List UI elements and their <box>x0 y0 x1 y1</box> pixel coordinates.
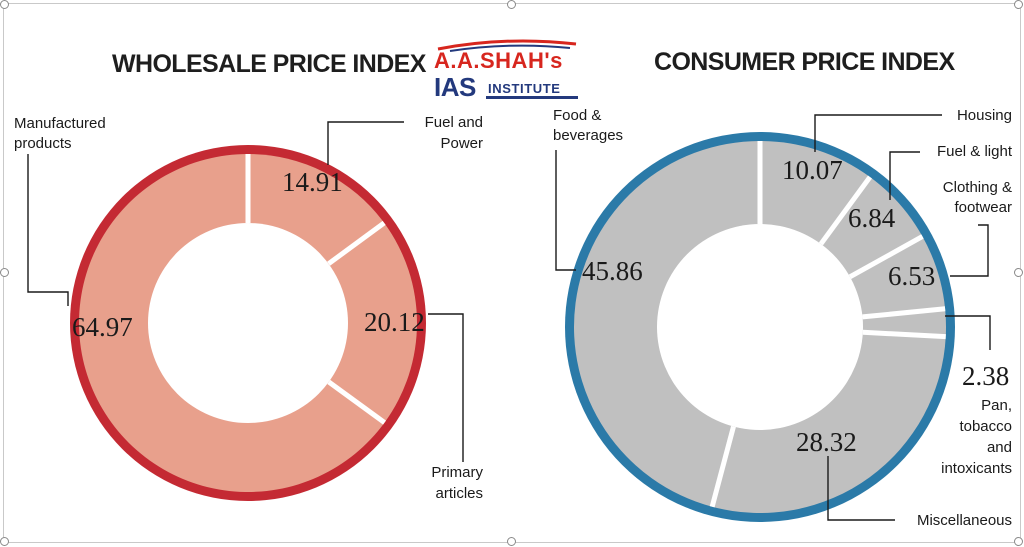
logo-swoosh-icon <box>437 39 577 52</box>
resize-handle-middle-right[interactable] <box>1014 268 1023 277</box>
wpi-leader-primary-articles <box>428 313 464 462</box>
wpi-value-primary-articles: 20.12 <box>364 307 425 337</box>
wpi-leader-manufactured-products <box>27 154 69 306</box>
resize-handle-bottom-right[interactable] <box>1014 537 1023 546</box>
cpi-leader-fuel-light <box>889 151 920 200</box>
logo-ias: IAS <box>434 72 476 102</box>
resize-handle-bottom-center[interactable] <box>507 537 516 546</box>
wpi-divider-manufactured-products <box>327 379 387 425</box>
wpi-title: WHOLESALE PRICE INDEX <box>112 50 426 78</box>
cpi-divider-clothing-footwear <box>848 234 924 280</box>
wpi-center-hole <box>148 223 348 423</box>
resize-handle-top-right[interactable] <box>1014 0 1023 9</box>
cpi-label-food-beverages: Food & beverages <box>553 107 623 144</box>
wpi-value-fuel-power: 14.91 <box>282 167 343 197</box>
institute-logo: A.A.SHAH's IAS INSTITUTE <box>430 38 582 102</box>
cpi-value-food-beverages: 45.86 <box>582 256 643 286</box>
cpi-leader-housing <box>814 114 942 152</box>
cpi-value-miscellaneous: 28.32 <box>796 427 857 457</box>
wpi-label-primary-articles: Primary articles <box>431 464 483 502</box>
cpi-leader-pan-tobacco <box>945 315 991 350</box>
cpi-title: CONSUMER PRICE INDEX <box>654 48 955 76</box>
wpi-label-fuel-power: Fuel and Power <box>425 114 483 152</box>
wpi-divider-primary-articles <box>327 220 386 266</box>
resize-handle-middle-left[interactable] <box>0 268 9 277</box>
resize-handle-top-left[interactable] <box>0 0 9 9</box>
wpi-value-manufactured-products: 64.97 <box>72 312 133 342</box>
cpi-label-housing: Housing <box>957 107 1012 124</box>
cpi-divider-fuel-light <box>818 175 873 246</box>
cpi-value-housing: 10.07 <box>782 155 843 185</box>
cpi-center-hole <box>657 224 863 430</box>
resize-handle-top-center[interactable] <box>507 0 516 9</box>
cpi-divider-pan-tobacco-and-intoxicants <box>862 306 946 320</box>
logo-institute: INSTITUTE <box>488 81 561 96</box>
wpi-donut <box>70 145 426 501</box>
cpi-leader-food-beverages <box>555 150 576 271</box>
cpi-leader-clothing-footwear <box>950 224 989 277</box>
logo-underline <box>486 96 578 99</box>
cpi-value-pan-tobacco: 2.38 <box>962 361 1009 391</box>
cpi-value-clothing-footwear: 6.53 <box>888 261 935 291</box>
cpi-divider-food-beverages <box>709 425 736 508</box>
cpi-label-fuel-light: Fuel & light <box>937 143 1013 160</box>
cpi-label-pan-tobacco: Pan, tobacco and intoxicants <box>941 397 1012 477</box>
cpi-divider-miscellaneous <box>862 329 946 340</box>
resize-handle-bottom-left[interactable] <box>0 537 9 546</box>
cpi-leader-miscellaneous <box>827 456 895 521</box>
cpi-label-miscellaneous: Miscellaneous <box>917 512 1012 529</box>
cpi-donut <box>565 132 955 522</box>
cpi-label-clothing-footwear: Clothing & footwear <box>943 179 1012 216</box>
logo-name: A.A.SHAH's <box>434 48 563 73</box>
wpi-label-manufactured-products: Manufactured products <box>14 115 106 152</box>
wpi-leader-fuel-power <box>327 121 404 165</box>
cpi-value-fuel-light: 6.84 <box>848 203 896 233</box>
